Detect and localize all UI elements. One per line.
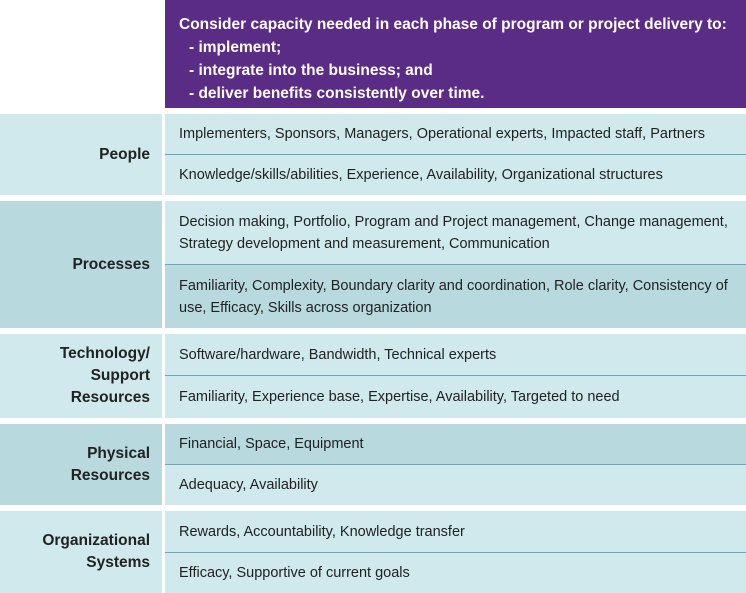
row-divider (165, 552, 746, 553)
row-content-people: Implementers, Sponsors, Managers, Operat… (165, 114, 746, 195)
content-cell: Decision making, Portfolio, Program and … (165, 201, 746, 264)
row-content-technology: Software/hardware, Bandwidth, Technical … (165, 334, 746, 418)
header-corner-blank (0, 0, 162, 108)
content-cell: Implementers, Sponsors, Managers, Operat… (179, 126, 706, 142)
row-label-line: Resources (70, 389, 150, 406)
row-divider (165, 154, 746, 155)
content-cell: Adequacy, Availability (165, 465, 746, 505)
row-group-organizational: Organizational Systems Rewards, Accounta… (0, 511, 746, 593)
row-label-organizational: Organizational Systems (0, 511, 162, 593)
row-content-physical: Financial, Space, Equipment Adequacy, Av… (165, 424, 746, 505)
content-cell: Rewards, Accountability, Knowledge trans… (179, 523, 465, 540)
row-group-physical: Physical Resources Financial, Space, Equ… (0, 424, 746, 505)
row-divider (165, 464, 746, 465)
row-label-line: Technology/ (59, 345, 150, 362)
row-group-technology: Technology/ Support Resources Software/h… (0, 334, 746, 418)
row-label-line: Support (90, 367, 150, 384)
row-divider (165, 375, 746, 376)
header-row: Consider capacity needed in each phase o… (0, 0, 746, 108)
content-cell: Familiarity, Experience base, Expertise,… (179, 389, 620, 405)
header-bullet-implement: - implement; (189, 39, 282, 56)
row-content-processes: Decision making, Portfolio, Program and … (165, 201, 746, 328)
content-cell: Software/hardware, Bandwidth, Technical … (179, 346, 497, 363)
row-label-line: People (99, 145, 150, 163)
header-cell: Consider capacity needed in each phase o… (165, 0, 746, 108)
row-group-processes: Processes Decision making, Portfolio, Pr… (0, 201, 746, 328)
row-label-people: People (0, 114, 162, 195)
row-label-physical: Physical Resources (0, 424, 162, 505)
header-intro: Consider capacity needed in each phase o… (179, 16, 727, 33)
content-cell: Familiarity, Complexity, Boundary clarit… (165, 265, 746, 328)
content-cell: Financial, Space, Equipment (165, 424, 746, 464)
row-label-technology: Technology/ Support Resources (0, 334, 162, 418)
row-label-line: Organizational (42, 532, 150, 549)
row-label-line: Processes (72, 255, 150, 273)
header-bullet-integrate: - integrate into the business; and (189, 62, 433, 79)
row-divider (165, 264, 746, 265)
row-label-processes: Processes (0, 201, 162, 328)
row-label-line: Physical (87, 444, 150, 462)
row-label-line: Resources (70, 466, 150, 484)
content-cell: Knowledge/skills/abilities, Experience, … (179, 167, 663, 183)
header-bullet-deliver: - deliver benefits consistently over tim… (189, 85, 485, 102)
row-group-people: People Implementers, Sponsors, Managers,… (0, 114, 746, 195)
row-content-organizational: Rewards, Accountability, Knowledge trans… (165, 511, 746, 593)
content-cell: Efficacy, Supportive of current goals (179, 565, 410, 581)
row-label-line: Systems (86, 554, 150, 571)
